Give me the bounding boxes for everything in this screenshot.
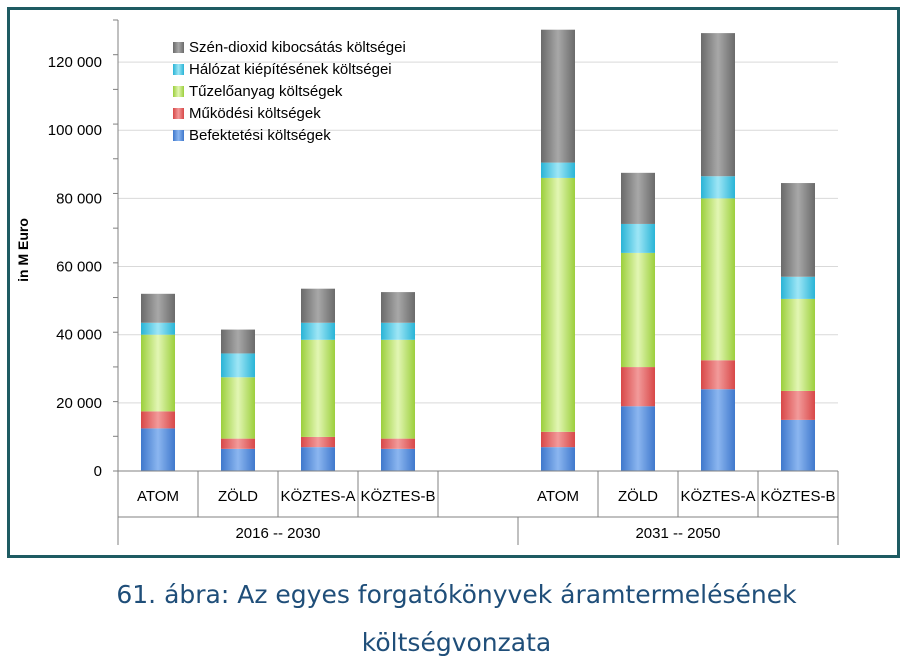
x-category-label: ATOM (137, 488, 179, 505)
bar-segment-m-k-d-si-k-lts-gek (541, 432, 575, 447)
bar-segment-sz-n-dioxid-kibocs-t-s-k-lts-gei (621, 173, 655, 224)
legend-entry: Hálózat kiépítésének költségei (189, 61, 392, 78)
bar-segment-h-l-zat-ki-p-t-s-nek-k-lts-gei (541, 163, 575, 178)
y-tick-label: 40 000 (56, 327, 102, 344)
bar-segment-m-k-d-si-k-lts-gek (221, 439, 255, 449)
bar-segment-befektet-si-k-lts-gek (781, 420, 815, 471)
figure-caption-line-1: 61. ábra: Az egyes forgatókönyvek áramte… (0, 580, 913, 609)
bar-segment-befektet-si-k-lts-gek (301, 447, 335, 471)
bar-segment-m-k-d-si-k-lts-gek (301, 437, 335, 447)
x-category-label: ZÖLD (618, 487, 658, 505)
y-tick-label: 0 (94, 463, 102, 480)
bar-segment-befektet-si-k-lts-gek (141, 428, 175, 471)
bar-segment-sz-n-dioxid-kibocs-t-s-k-lts-gei (381, 292, 415, 323)
bar-segment-t-zel-anyag-k-lts-gek (221, 377, 255, 438)
bar-segment-m-k-d-si-k-lts-gek (781, 391, 815, 420)
legend-swatch (173, 42, 184, 53)
bar-segment-sz-n-dioxid-kibocs-t-s-k-lts-gei (301, 289, 335, 323)
stacked-bar-chart: 0 20 000 40 000 60 000 80 000 100 000 120 000 A… (0, 0, 913, 570)
x-category-label: KÖZTES-A (680, 487, 755, 505)
bar-segment-t-zel-anyag-k-lts-gek (301, 340, 335, 437)
bar-segment-t-zel-anyag-k-lts-gek (541, 178, 575, 432)
legend-swatch (173, 130, 184, 141)
bar-segment-h-l-zat-ki-p-t-s-nek-k-lts-gei (781, 277, 815, 299)
bar-segment-t-zel-anyag-k-lts-gek (621, 253, 655, 367)
bar-segment-m-k-d-si-k-lts-gek (381, 439, 415, 449)
bar-segment-befektet-si-k-lts-gek (381, 449, 415, 471)
bar-segment-h-l-zat-ki-p-t-s-nek-k-lts-gei (381, 323, 415, 340)
x-category-label: KÖZTES-B (360, 487, 435, 505)
bar-segment-sz-n-dioxid-kibocs-t-s-k-lts-gei (701, 33, 735, 176)
bar-segment-m-k-d-si-k-lts-gek (141, 411, 175, 428)
legend-entry: Befektetési költségek (189, 127, 331, 144)
bar-segment-befektet-si-k-lts-gek (701, 389, 735, 471)
bar-segment-h-l-zat-ki-p-t-s-nek-k-lts-gei (221, 353, 255, 377)
bar-segment-h-l-zat-ki-p-t-s-nek-k-lts-gei (301, 323, 335, 340)
bar-segment-h-l-zat-ki-p-t-s-nek-k-lts-gei (701, 176, 735, 198)
figure-caption-line-2: költségvonzata (0, 628, 913, 657)
x-group-label: 2016 -- 2030 (235, 525, 320, 542)
x-category-label: ZÖLD (218, 487, 258, 505)
legend-swatch (173, 86, 184, 97)
y-tick-label: 80 000 (56, 190, 102, 207)
legend-swatch (173, 108, 184, 119)
bar-segment-m-k-d-si-k-lts-gek (621, 367, 655, 406)
bar-segment-sz-n-dioxid-kibocs-t-s-k-lts-gei (141, 294, 175, 323)
legend-swatch (173, 64, 184, 75)
x-category-label: ATOM (537, 488, 579, 505)
bar-segment-h-l-zat-ki-p-t-s-nek-k-lts-gei (621, 224, 655, 253)
bar-segment-sz-n-dioxid-kibocs-t-s-k-lts-gei (221, 330, 255, 354)
legend: Szén-dioxid kibocsátás költségei Hálózat … (173, 39, 406, 144)
x-category-label: KÖZTES-A (280, 487, 355, 505)
y-tick-label: 20 000 (56, 395, 102, 412)
x-category-label: KÖZTES-B (760, 487, 835, 505)
legend-entry: Működési költségek (189, 105, 321, 122)
y-tick-label: 100 000 (48, 122, 102, 139)
legend-entry: Szén-dioxid kibocsátás költségei (189, 39, 406, 56)
y-axis-title: in M Euro (15, 218, 31, 282)
bar-segment-befektet-si-k-lts-gek (541, 447, 575, 471)
bar-segment-t-zel-anyag-k-lts-gek (381, 340, 415, 439)
bar-segment-befektet-si-k-lts-gek (621, 406, 655, 471)
bar-segment-h-l-zat-ki-p-t-s-nek-k-lts-gei (141, 323, 175, 335)
bar-segment-sz-n-dioxid-kibocs-t-s-k-lts-gei (781, 183, 815, 277)
legend-entry: Tűzelőanyag költségek (189, 83, 343, 100)
bar-segment-befektet-si-k-lts-gek (221, 449, 255, 471)
y-tick-label: 60 000 (56, 259, 102, 276)
bar-segment-t-zel-anyag-k-lts-gek (141, 335, 175, 412)
x-group-label: 2031 -- 2050 (635, 525, 720, 542)
bar-segment-m-k-d-si-k-lts-gek (701, 360, 735, 389)
bar-segment-t-zel-anyag-k-lts-gek (701, 198, 735, 360)
bar-segment-sz-n-dioxid-kibocs-t-s-k-lts-gei (541, 30, 575, 163)
y-tick-label: 120 000 (48, 54, 102, 71)
bar-segment-t-zel-anyag-k-lts-gek (781, 299, 815, 391)
